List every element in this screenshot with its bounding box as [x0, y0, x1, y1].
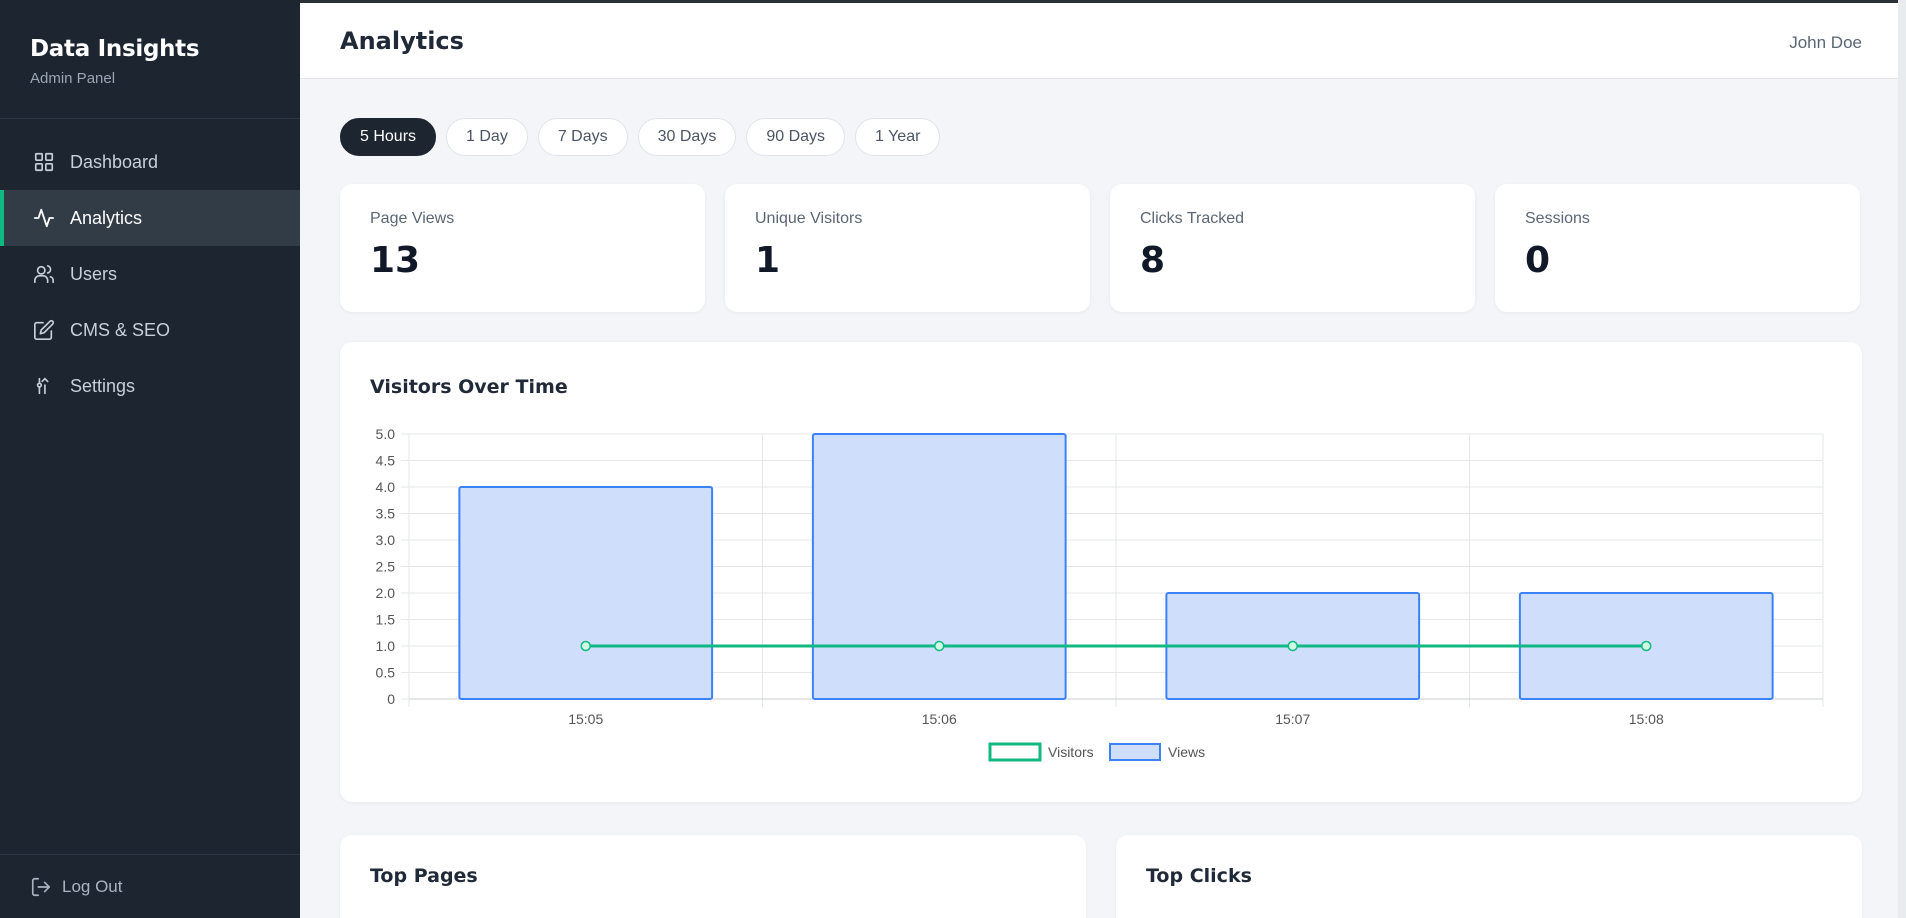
visitors-chart-card: Visitors Over Time 0 0.5 1.0 1.5 2.0 2.5 3.0 3.… — [340, 342, 1862, 802]
settings-icon — [32, 374, 56, 398]
stat-label: Clicks Tracked — [1140, 210, 1245, 227]
stat-card-unique-visitors: Unique Visitors 1 — [725, 184, 1090, 312]
y-tick-label: 2.5 — [376, 559, 396, 575]
top-bar: Analytics John Doe — [300, 0, 1906, 79]
stat-value: 0 — [1525, 240, 1551, 281]
point-visitors — [1287, 640, 1298, 652]
y-tick-label: 1.0 — [376, 638, 396, 654]
brand-title: Data Insights — [30, 36, 200, 62]
y-tick-label: 0 — [387, 691, 395, 707]
legend-label-views: Views — [1168, 744, 1205, 760]
y-tick-label: 5.0 — [376, 426, 396, 442]
range-button-5-hours[interactable]: 5 Hours — [340, 118, 437, 156]
stat-value: 13 — [370, 240, 421, 281]
bottom-cards: Top Pages Top Clicks — [340, 835, 1862, 918]
range-button-1-day[interactable]: 1 Day — [446, 118, 528, 156]
x-tick-label: 15:07 — [1275, 711, 1310, 727]
sidebar-item-settings[interactable]: Settings — [0, 358, 300, 414]
edit-icon — [32, 318, 56, 342]
y-tick-label: 4.5 — [376, 453, 396, 469]
sidebar-item-label: Dashboard — [70, 151, 159, 172]
sidebar: Data Insights Admin Panel Dashboard Anal… — [0, 0, 300, 918]
time-range-selector: 5 Hours 1 Day 7 Days 30 Days 90 Days 1 Y… — [340, 118, 1862, 156]
top-clicks-title: Top Clicks — [1146, 865, 1252, 887]
sidebar-item-label: CMS & SEO — [70, 319, 171, 340]
point-visitors — [934, 640, 945, 652]
range-button-90-days[interactable]: 90 Days — [746, 118, 846, 156]
users-icon — [32, 262, 56, 286]
sidebar-item-label: Analytics — [70, 207, 143, 228]
main-content: 5 Hours 1 Day 7 Days 30 Days 90 Days 1 Y… — [340, 118, 1862, 802]
sidebar-item-label: Settings — [70, 375, 136, 396]
bar-views — [811, 433, 1067, 700]
user-menu[interactable]: John Doe — [1789, 33, 1862, 52]
stat-card-sessions: Sessions 0 — [1495, 184, 1860, 312]
y-tick-label: 1.5 — [376, 612, 396, 628]
chart-title: Visitors Over Time — [370, 376, 568, 398]
logout-button[interactable]: Log Out — [0, 854, 300, 918]
scrollbar[interactable] — [1898, 0, 1906, 918]
range-button-1-year[interactable]: 1 Year — [855, 118, 941, 156]
stat-label: Sessions — [1525, 210, 1590, 227]
x-tick-label: 15:05 — [568, 711, 603, 727]
point-visitors — [580, 640, 591, 652]
sidebar-item-users[interactable]: Users — [0, 246, 300, 302]
sidebar-item-analytics[interactable]: Analytics — [0, 190, 300, 246]
logout-icon — [30, 876, 52, 898]
grid-icon — [32, 150, 56, 174]
brand-subtitle: Admin Panel — [30, 70, 116, 87]
stat-label: Page Views — [370, 210, 455, 227]
bar-views — [458, 486, 714, 700]
y-tick-label: 3.5 — [376, 506, 396, 522]
legend-label-visitors: Visitors — [1048, 744, 1094, 760]
visitors-chart: 0 0.5 1.0 1.5 2.0 2.5 3.0 3.5 4.0 4.5 5.0 15:05 15:0… — [376, 426, 1824, 762]
top-pages-title: Top Pages — [370, 865, 478, 887]
logout-label: Log Out — [62, 876, 123, 896]
stat-label: Unique Visitors — [755, 210, 863, 227]
point-visitors — [1641, 640, 1652, 652]
x-tick-label: 15:06 — [922, 711, 957, 727]
range-button-30-days[interactable]: 30 Days — [637, 118, 737, 156]
stats-row: Page Views 13 Unique Visitors 1 Clicks T… — [340, 184, 1862, 312]
top-clicks-card: Top Clicks — [1116, 835, 1862, 918]
brand: Data Insights Admin Panel — [0, 0, 300, 119]
y-tick-label: 2.0 — [376, 585, 396, 601]
stat-card-clicks-tracked: Clicks Tracked 8 — [1110, 184, 1475, 312]
sidebar-item-label: Users — [70, 263, 118, 284]
sidebar-item-cms-seo[interactable]: CMS & SEO — [0, 302, 300, 358]
sidebar-nav: Dashboard Analytics Users CMS & SEO Sett… — [0, 134, 300, 414]
legend-swatch-visitors — [988, 742, 1042, 762]
legend-swatch-views — [1109, 743, 1161, 761]
y-tick-label: 4.0 — [376, 479, 396, 495]
stat-card-page-views: Page Views 13 — [340, 184, 705, 312]
sidebar-item-dashboard[interactable]: Dashboard — [0, 134, 300, 190]
y-tick-label: 3.0 — [376, 532, 396, 548]
y-tick-label: 0.5 — [376, 665, 396, 681]
activity-icon — [32, 206, 56, 230]
stat-value: 8 — [1140, 240, 1166, 281]
range-button-7-days[interactable]: 7 Days — [537, 118, 628, 156]
page-title: Analytics — [340, 27, 464, 55]
stat-value: 1 — [755, 240, 781, 281]
top-pages-card: Top Pages — [340, 835, 1086, 918]
x-tick-label: 15:08 — [1629, 711, 1664, 727]
